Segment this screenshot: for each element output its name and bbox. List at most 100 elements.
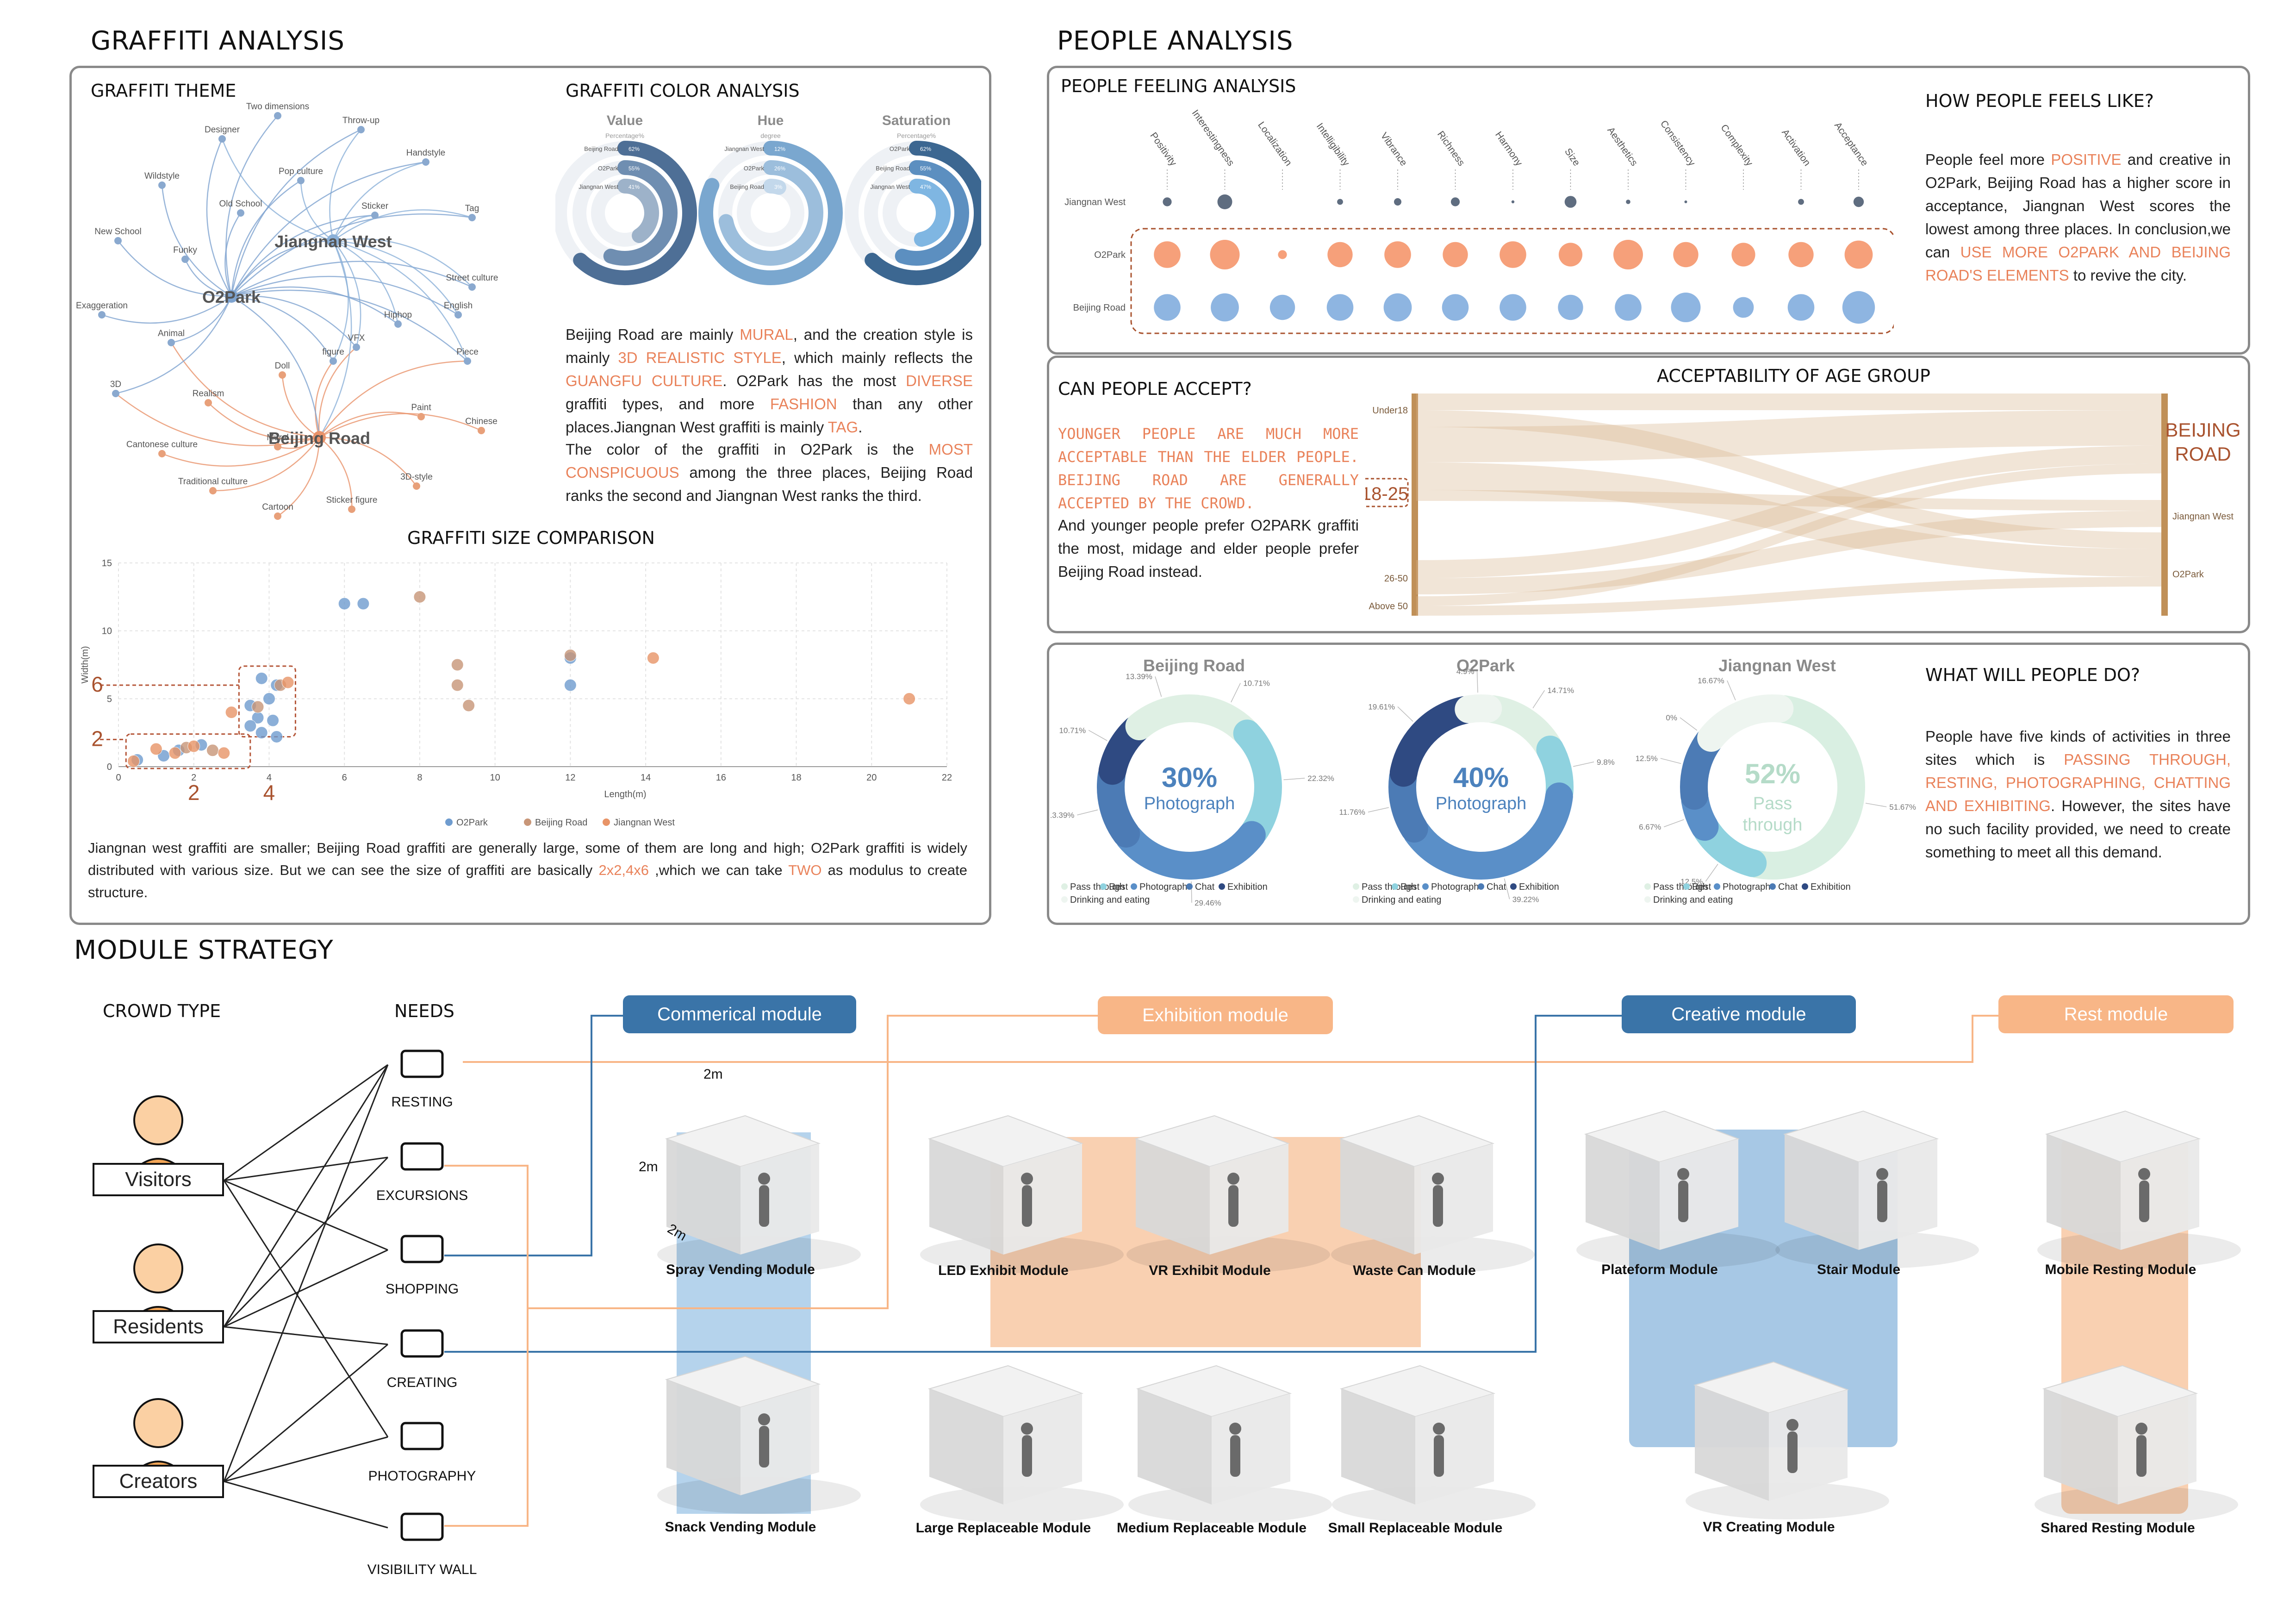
module-side-left — [1785, 1134, 1859, 1250]
cap-large-replaceable: Large Replaceable Module — [915, 1520, 1091, 1536]
acceptance-panel — [1047, 356, 2250, 633]
text-run: . However, the sites have no such facili… — [1925, 797, 2231, 861]
theme-link — [319, 437, 353, 510]
feeling-dot — [1450, 197, 1460, 206]
feeling-dot — [1613, 240, 1643, 269]
theme-node-label: Handstyle — [406, 148, 446, 158]
donut-legend-marker — [1353, 883, 1359, 890]
donut-legend-marker — [1100, 883, 1107, 890]
theme-node-label: Sticker — [361, 201, 389, 211]
feeling-dot — [1154, 241, 1181, 268]
module-side-left — [666, 1139, 740, 1255]
need-icon — [400, 1329, 444, 1358]
color-arc — [698, 141, 843, 285]
feeling-category-label: Harmony — [1493, 130, 1524, 168]
scatter-y-tick: 5 — [107, 694, 112, 704]
donut-legend-marker — [1422, 883, 1429, 890]
highlight-text: MOST CONSPICUOUS — [566, 441, 973, 481]
theme-node — [168, 339, 175, 346]
feeling-dot — [1615, 294, 1642, 321]
cap-snack-vending: Snack Vending Module — [665, 1519, 816, 1535]
size-comparison-title: GRAFFITI SIZE COMPARISON — [407, 528, 655, 548]
theme-link — [332, 161, 426, 241]
feeling-dot — [1844, 240, 1873, 269]
theme-link — [230, 180, 301, 297]
accept-highlight-text: YOUNGER PEOPLE ARE MUCH MORE ACCEPTABLE … — [1058, 425, 1359, 512]
module-side-left — [1586, 1134, 1660, 1250]
graffiti-theme-network: Two dimensions Designer Throw-up Handstyle W… — [76, 102, 498, 520]
theme-node-label: Wildstyle — [144, 171, 180, 181]
donut-leader — [1231, 683, 1241, 703]
donut-slice — [1697, 694, 1794, 752]
feeling-highlight-box — [1130, 228, 1894, 334]
need-icon — [400, 1049, 444, 1078]
theme-node-label: Jiangnan West — [274, 232, 392, 251]
theme-node — [468, 214, 476, 221]
crowd-avatar — [133, 1243, 183, 1293]
theme-node — [225, 290, 238, 303]
highlight-text: PASSING THROUGH, RESTING, PHOTOGRAPHING,… — [1925, 751, 2231, 814]
theme-node — [357, 126, 365, 133]
theme-link — [231, 275, 459, 316]
cap-stair: Stair Module — [1817, 1262, 1901, 1277]
theme-node — [274, 443, 281, 450]
size-note-2-y: 2 — [91, 726, 103, 750]
donut-slice — [1125, 694, 1211, 741]
theme-link — [171, 296, 232, 344]
color-arc-row-label: O2Park — [744, 165, 765, 172]
module-person-head — [1433, 1423, 1445, 1435]
highlight-text: POSITIVE — [2051, 151, 2122, 168]
theme-node — [394, 320, 402, 328]
donut-legend-marker — [1061, 896, 1068, 903]
module-shadow — [920, 1486, 1124, 1523]
color-arc-pct: 55% — [628, 165, 640, 172]
theme-link — [318, 360, 468, 438]
theme-node — [218, 135, 226, 143]
theme-link — [333, 209, 473, 242]
feeling-category-label: Interestingness — [1190, 108, 1237, 168]
color-arc — [603, 160, 678, 266]
feeling-dot — [1731, 243, 1755, 267]
module-shadow — [920, 1236, 1124, 1273]
donut-legend-label: Exhibition — [1811, 882, 1851, 892]
donut-legend-label: Exhibition — [1519, 882, 1559, 892]
text-run: ,which we can take — [649, 862, 789, 878]
module-shadow — [1775, 1231, 1979, 1268]
sankey-right-label: BEIJING — [2165, 419, 2240, 441]
donut-leader — [1504, 878, 1510, 899]
scatter-point — [357, 597, 370, 610]
feeling-dot — [1443, 242, 1468, 268]
feeling-category-label: Vibrance — [1379, 131, 1409, 168]
donut-legend-label: Photograph — [1723, 882, 1770, 892]
donut-legend-label: Chat — [1487, 882, 1506, 892]
donut-legend-marker — [1131, 883, 1137, 890]
highlight-text: MURAL — [740, 326, 793, 343]
scatter-x-label: Length(m) — [604, 789, 646, 800]
scatter-x-tick: 22 — [942, 773, 952, 783]
module-person-head — [1227, 1173, 1239, 1185]
donut-legend-marker — [1353, 896, 1359, 903]
text-run: Jiangnan west graffiti are smaller; Beij… — [88, 840, 967, 878]
cap-plateform: Plateform Module — [1601, 1262, 1718, 1277]
theme-node-label: figure — [322, 347, 344, 357]
what-will-people-do-text: People have five kinds of activities in … — [1925, 725, 2231, 864]
module-person-head — [1229, 1423, 1241, 1435]
crowd-need-line — [224, 1436, 388, 1482]
highlight-text: FASHION — [770, 395, 837, 412]
donut-center-value: 52% — [1745, 758, 1800, 789]
need-photography-label: PHOTOGRAPHY — [368, 1468, 476, 1484]
scatter-legend-label: Beijing Road — [535, 818, 587, 828]
scatter-point — [262, 692, 275, 705]
how-people-feel-text: People feel more POSITIVE and creative i… — [1925, 148, 2231, 287]
module-side-left — [1695, 1385, 1769, 1501]
dim-label-top: 2m — [703, 1067, 723, 1082]
feeling-dot — [1163, 197, 1172, 206]
module-person — [2139, 1181, 2149, 1222]
donut-center-value: 30% — [1162, 762, 1217, 793]
highlight-text: TWO — [788, 862, 822, 878]
module-shadow — [1126, 1236, 1330, 1273]
scatter-point — [564, 679, 577, 692]
sankey-flow — [1416, 462, 2161, 577]
donut-legend-label: Exhibition — [1227, 882, 1268, 892]
theme-link — [230, 240, 334, 297]
